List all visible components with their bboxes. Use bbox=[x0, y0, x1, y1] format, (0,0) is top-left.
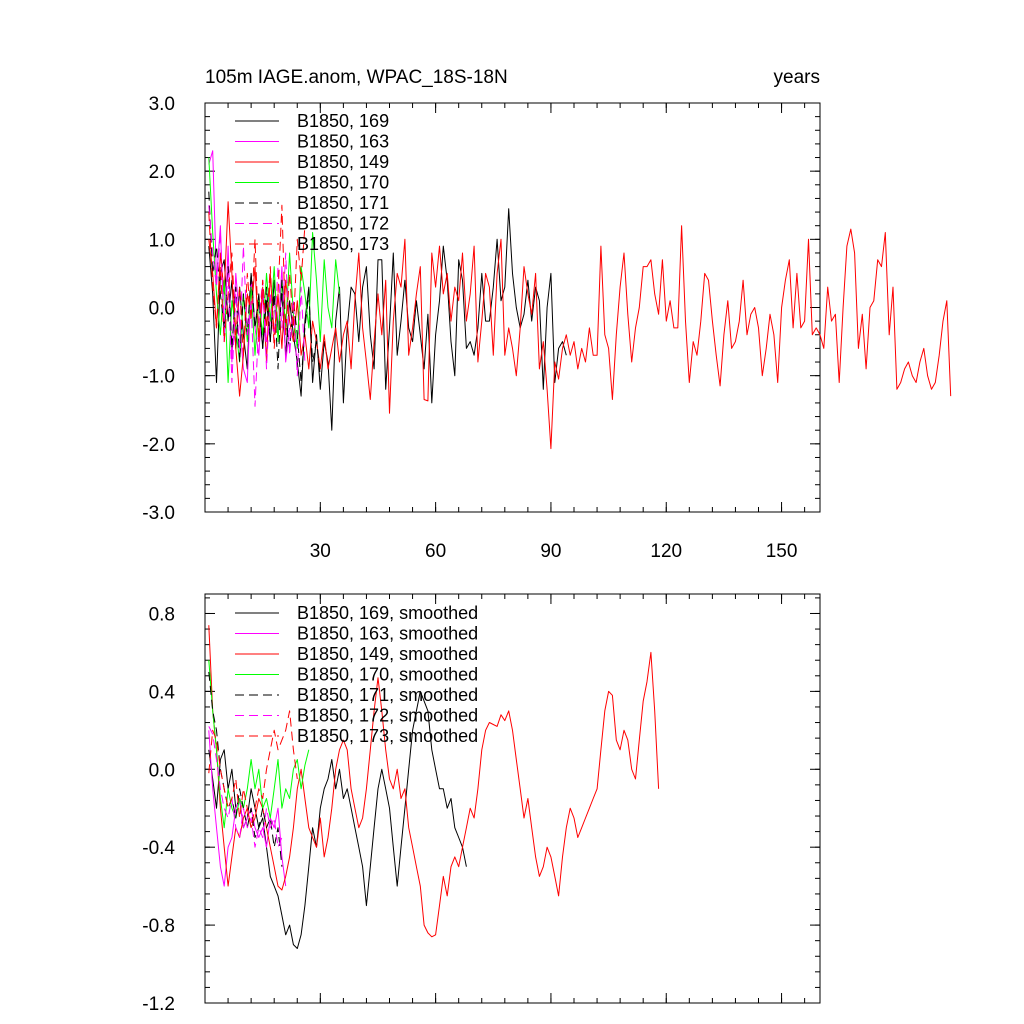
y-tick-label: 3.0 bbox=[149, 94, 175, 115]
series-line-2 bbox=[208, 201, 952, 450]
x-tick-label: 120 bbox=[650, 541, 682, 562]
y-tick-label: 0.4 bbox=[149, 682, 176, 703]
chart-title: 105m IAGE.anom, WPAC_18S-18N bbox=[205, 67, 508, 88]
y-tick-label: 2.0 bbox=[149, 162, 175, 183]
legend-label: B1850, 172 bbox=[297, 214, 389, 234]
series-line-0 bbox=[208, 690, 467, 949]
bottom-panel: -1.2 -0.8 -0.4 0.0 0.4 0.8 B1850, 169, smoothe… bbox=[142, 593, 821, 1015]
legend-label: B1850, 169, smoothed bbox=[297, 603, 478, 623]
legend-label: B1850, 149, smoothed bbox=[297, 644, 478, 664]
top-panel: 105m IAGE.anom, WPAC_18S-18N years -3.0 -2.… bbox=[142, 67, 952, 562]
series-line-1 bbox=[208, 150, 291, 383]
legend-label: B1850, 163, smoothed bbox=[297, 624, 478, 644]
x-tick-label: 60 bbox=[425, 541, 446, 562]
x-tick-label: 150 bbox=[766, 541, 798, 562]
legend-label: B1850, 170 bbox=[297, 173, 389, 193]
legend-label: B1850, 173 bbox=[297, 234, 389, 254]
legend-label: B1850, 171 bbox=[297, 193, 389, 213]
legend-label: B1850, 173, smoothed bbox=[297, 726, 478, 746]
legend-label: B1850, 149 bbox=[297, 152, 389, 172]
y-tick-label: -0.4 bbox=[142, 838, 175, 859]
y-tick-label: 1.0 bbox=[149, 230, 175, 251]
x-tick-label: 90 bbox=[540, 541, 561, 562]
legend-label: B1850, 163 bbox=[297, 132, 389, 152]
y-tick-label: -0.8 bbox=[142, 916, 175, 937]
chart-title-right: years bbox=[774, 67, 820, 88]
y-tick-label: 0.0 bbox=[149, 299, 175, 320]
y-tick-label: -1.2 bbox=[142, 994, 175, 1015]
series-line-5 bbox=[208, 205, 306, 407]
x-tick-label: 30 bbox=[310, 541, 331, 562]
y-tick-label: -3.0 bbox=[142, 503, 175, 524]
legend-label: B1850, 172, smoothed bbox=[297, 706, 478, 726]
y-tick-label: 0.0 bbox=[149, 760, 175, 781]
series-line-6 bbox=[208, 710, 298, 829]
legend-label: B1850, 171, smoothed bbox=[297, 685, 478, 705]
plot-frame bbox=[204, 593, 821, 1004]
y-tick-label: 0.8 bbox=[149, 604, 175, 625]
series-line-6 bbox=[208, 204, 306, 356]
legend-label: B1850, 170, smoothed bbox=[297, 665, 478, 685]
y-tick-label: -2.0 bbox=[142, 435, 175, 456]
series-line-3 bbox=[208, 660, 310, 829]
series-line-1 bbox=[208, 730, 287, 887]
series-line-2 bbox=[208, 625, 660, 938]
legend-label: B1850, 169 bbox=[297, 111, 389, 131]
y-tick-label: -1.0 bbox=[142, 367, 175, 388]
